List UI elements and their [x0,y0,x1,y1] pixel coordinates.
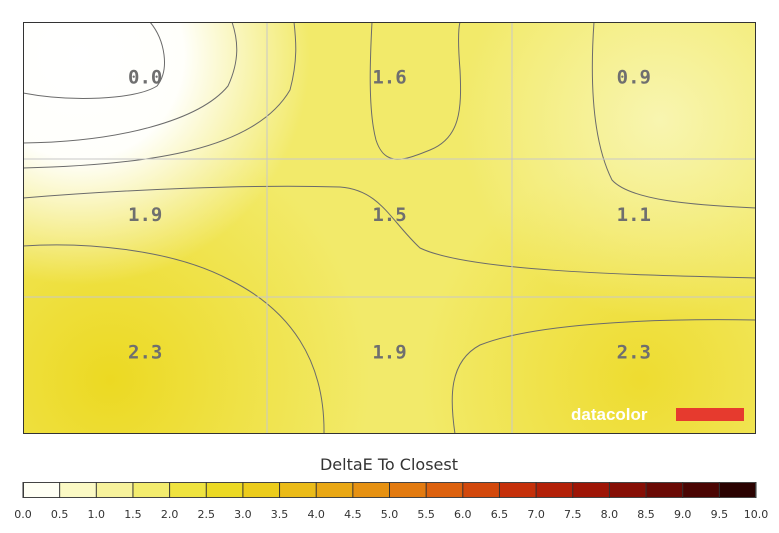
contour-line [23,22,297,169]
cell-value-label: 1.1 [617,204,651,226]
cell-value-label: 1.6 [372,67,406,89]
color-scale-segment [719,482,757,498]
contour-line [23,22,238,144]
contour-line [23,185,756,279]
datacolor-logo-text: datacolor [571,405,648,424]
color-scale-segment [426,482,464,498]
contour-line [591,22,756,209]
color-scale-ticks [22,482,757,498]
color-scale-segment [59,482,97,498]
plot-frame [23,22,756,434]
color-scale-segment [279,482,317,498]
color-scale-labels: 0.0 0.5 1.0 1.5 2.0 2.5 3.0 3.5 4.0 4.5 5.0 5.5 6.0 6… [14,508,768,521]
color-scale-segment [536,482,574,498]
color-scale-tick-label: 8.0 [601,508,619,521]
color-scale-segment [352,482,390,498]
contour-line [23,244,325,434]
color-scale-tick-label: 0.5 [51,508,69,521]
color-scale-segment [132,482,171,498]
heatmap-surface [23,22,756,434]
color-scale-tick-label: 9.5 [711,508,729,521]
cell-value-label: 1.5 [372,204,406,226]
contour-lines [23,22,756,434]
contour-line [369,22,462,160]
datacolor-logo-bar [676,408,744,421]
legend-title: DeltaE To Closest [320,455,458,474]
color-scale-tick-label: 10.0 [744,508,769,521]
color-scale-bar [23,482,757,498]
cell-value-label: 2.3 [617,341,651,363]
cell-value-label: 1.9 [128,204,162,226]
cell-value-label: 0.9 [617,67,651,89]
color-scale-tick-label: 6.5 [491,508,509,521]
color-scale-tick-label: 4.0 [307,508,325,521]
color-scale-segment [96,482,134,498]
datacolor-logo: datacolor [571,405,744,424]
color-scale-segment [462,482,500,498]
contour-line [451,319,756,434]
color-scale-segment [242,482,281,498]
color-scale-segment [169,482,207,498]
color-scale-tick-label: 0.0 [14,508,32,521]
color-scale-tick-label: 5.5 [417,508,435,521]
color-scale-segment [23,482,61,498]
color-scale-segment [646,482,684,498]
color-scale-tick-label: 2.0 [161,508,179,521]
color-scale-tick-label: 5.0 [381,508,399,521]
color-scale-tick-label: 4.5 [344,508,362,521]
color-scale-segment [572,482,610,498]
cell-value-label: 1.9 [372,341,406,363]
color-scale-segment [389,482,427,498]
color-scale-tick-label: 1.0 [88,508,106,521]
color-scale-tick-label: 3.0 [234,508,252,521]
color-scale-segment [499,482,537,498]
color-scale-tick-label: 1.5 [124,508,142,521]
color-scale-segment [206,482,244,498]
color-scale-tick-label: 3.5 [271,508,289,521]
color-scale-tick-label: 2.5 [198,508,216,521]
color-scale-segment [609,482,647,498]
cell-labels: 0.0 1.6 0.9 1.9 1.5 1.1 2.3 1.9 2.3 [128,67,651,364]
grid-lines [23,22,756,434]
contour-line [23,22,165,99]
color-scale-segment [316,482,354,498]
color-scale-tick-label: 6.0 [454,508,472,521]
cell-value-label: 0.0 [128,67,162,89]
color-scale-tick-label: 7.0 [527,508,545,521]
color-scale-segment [682,482,720,498]
color-scale-tick-label: 8.5 [637,508,655,521]
color-scale-tick-label: 9.0 [674,508,692,521]
color-scale-tick-label: 7.5 [564,508,582,521]
cell-value-label: 2.3 [128,341,162,363]
